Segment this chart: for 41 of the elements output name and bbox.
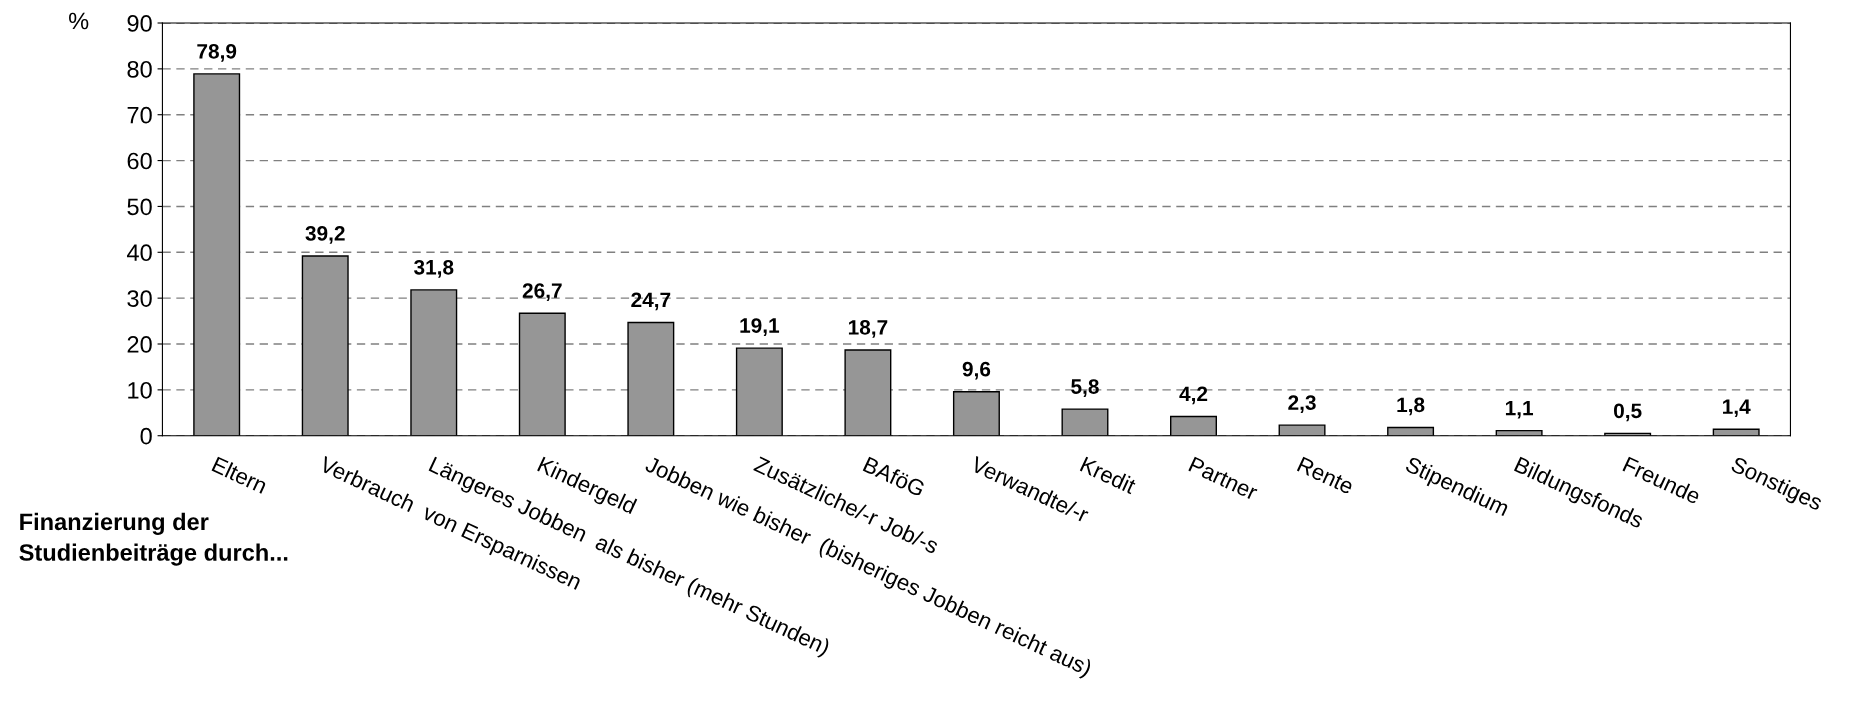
data-label: 0,5 [1613,403,1642,422]
bar [301,255,349,436]
y-tick-label: 0 [140,427,152,445]
bar [627,321,675,436]
y-tick-label: 60 [127,152,152,170]
bar [193,73,241,436]
text: Finanzierung der Studienbeiträge durch... [19,512,288,566]
x-tick-label: Eltern [211,455,268,494]
y-axis-title: % [69,12,89,30]
data-label: 1,1 [1505,400,1534,419]
bar [1387,426,1435,436]
bar [735,347,783,436]
data-label: 1,4 [1723,399,1751,418]
data-label: 4,2 [1179,386,1208,405]
data-label: 1,8 [1397,397,1425,416]
data-label: 19,1 [740,318,780,336]
y-tick-label: 70 [127,106,152,124]
bar [518,312,566,436]
data-label: 26,7 [522,283,562,302]
y-tick-label: 30 [127,290,152,307]
data-label: 5,8 [1071,379,1099,397]
bar [1061,408,1109,436]
bar [410,289,458,436]
data-label: 9,6 [962,361,991,380]
data-label: 78,9 [197,43,237,62]
bar [1278,424,1326,436]
y-tick-label: 20 [127,336,152,353]
data-label: 31,8 [413,259,454,278]
data-label: 18,7 [848,319,888,338]
data-label: 39,2 [305,225,345,244]
bar [952,390,1000,436]
data-label: 2,3 [1288,395,1316,413]
bar [1170,415,1217,436]
y-tick-label: 40 [126,244,152,262]
bar [844,349,892,436]
y-tick-label: 10 [128,381,152,399]
y-tick-label: 80 [127,60,152,78]
x-tick-label: Rente [1296,456,1355,495]
data-label: 24,7 [631,292,671,311]
y-tick-label: 90 [127,15,152,32]
y-tick-label: 50 [127,198,152,216]
